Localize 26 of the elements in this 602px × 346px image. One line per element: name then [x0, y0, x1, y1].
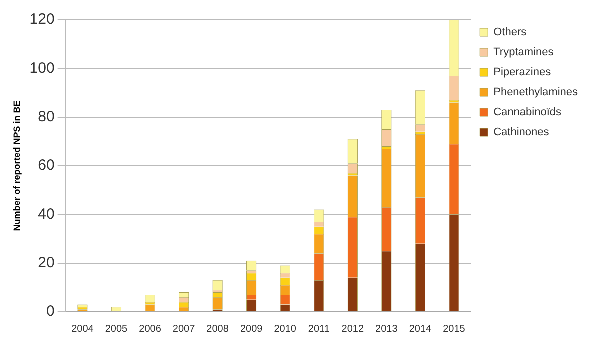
legend-label: Phenethylamines [494, 86, 578, 99]
y-tick-label: 80 [38, 108, 55, 126]
x-tick-label: 2011 [308, 324, 330, 335]
x-tick-label: 2010 [274, 324, 297, 335]
y-tick-label: 20 [38, 254, 55, 272]
x-tick-label: 2006 [139, 324, 162, 335]
x-tick-label: 2009 [240, 324, 264, 335]
x-tick-label: 2007 [172, 324, 196, 335]
x-tick-label: 2015 [443, 324, 466, 335]
x-tick-label: 2013 [376, 324, 398, 335]
legend-label: Cathinones [494, 126, 550, 139]
x-tick-label: 2012 [342, 324, 364, 335]
x-tick-label: 2014 [409, 324, 432, 335]
x-tick-label: 2005 [105, 324, 128, 335]
y-tick-label: 60 [38, 157, 55, 174]
legend-label: Piperazines [494, 66, 552, 79]
y-axis-title: Number of reported NPS in BE [12, 100, 22, 232]
y-tick-label: 0 [46, 303, 55, 320]
legend-label: Tryptamines [494, 46, 554, 59]
x-tick-label: 2004 [72, 324, 94, 335]
y-tick-label: 100 [30, 60, 55, 77]
legend-label: Cannabinoïds [494, 106, 562, 119]
legend-label: Others [494, 26, 528, 39]
y-tick-label: 120 [30, 11, 55, 28]
y-tick-label: 40 [38, 206, 55, 223]
x-tick-label: 2008 [206, 324, 230, 335]
